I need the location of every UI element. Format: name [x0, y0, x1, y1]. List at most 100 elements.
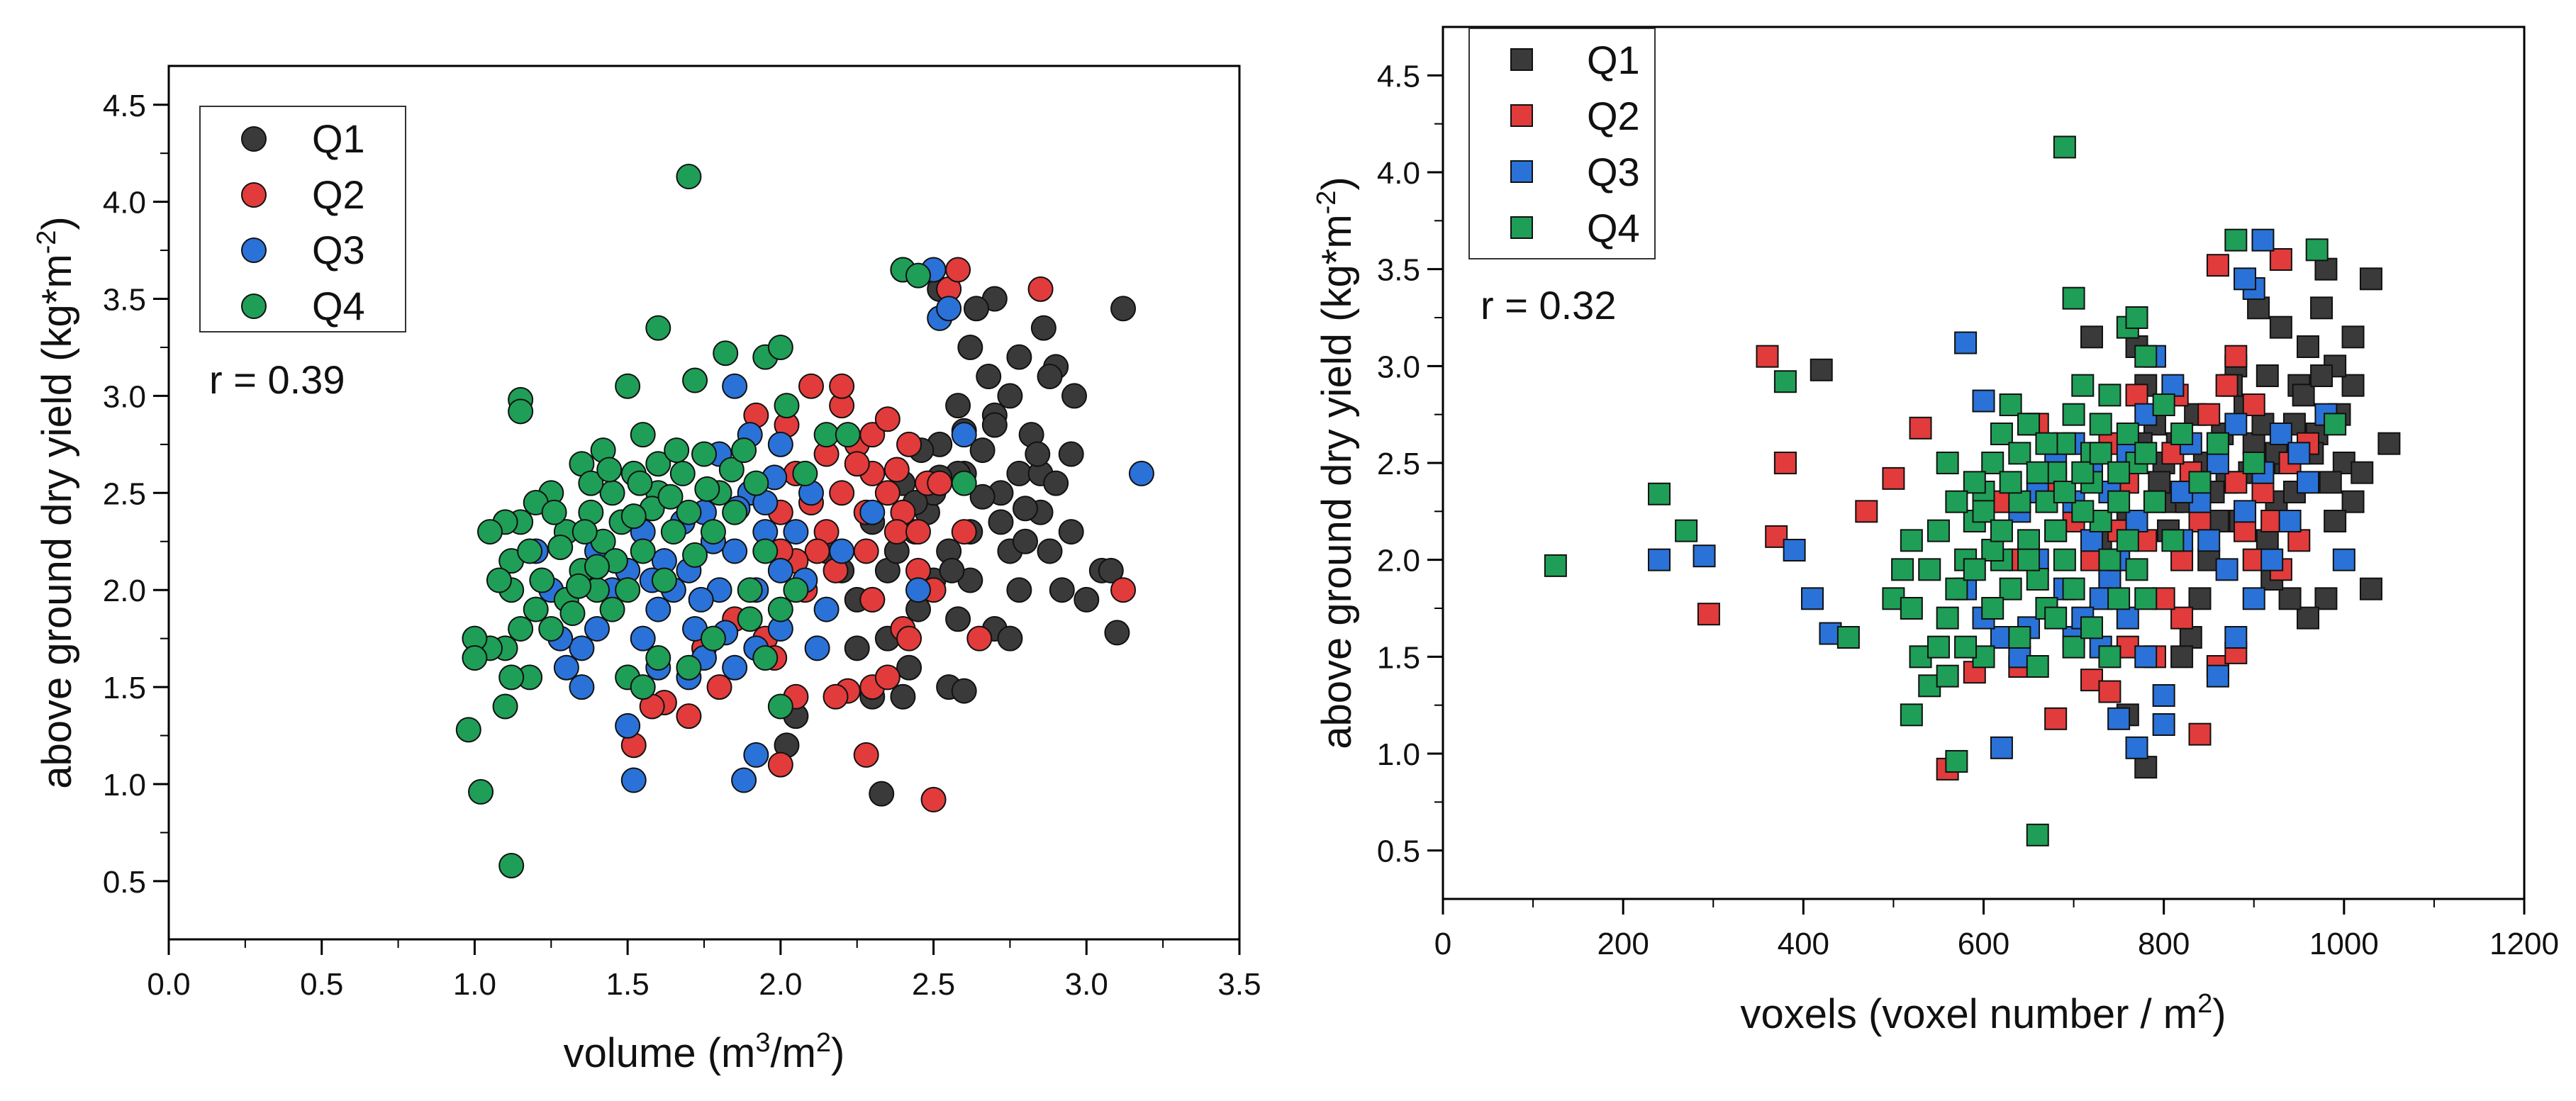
point-q4	[596, 457, 623, 483]
legend-marker-q2	[1510, 104, 1533, 127]
point-q4	[2026, 461, 2049, 484]
y-tick-label: 3.5	[1377, 253, 1420, 288]
point-q1	[890, 683, 916, 710]
data-points	[1544, 135, 2401, 846]
point-q1	[981, 412, 1008, 438]
point-q4	[2116, 529, 2139, 552]
point-q4	[1927, 519, 1950, 542]
point-q1	[1110, 296, 1137, 322]
point-q1	[1049, 577, 1075, 603]
legend-label-q4: Q4	[312, 284, 365, 328]
point-q4	[1936, 452, 1959, 474]
point-q4	[752, 645, 779, 671]
point-q4	[657, 484, 684, 510]
y-tick-label: 4.5	[1377, 59, 1420, 94]
point-q2	[2224, 471, 2248, 494]
point-q3	[569, 674, 595, 700]
point-q4	[645, 315, 671, 341]
point-q4	[2098, 548, 2121, 571]
point-q4	[722, 499, 748, 525]
point-q2	[2044, 707, 2068, 730]
point-q3	[767, 431, 793, 457]
point-q3	[1972, 389, 1995, 413]
point-q3	[722, 654, 748, 681]
point-q4	[660, 519, 686, 545]
x-tick-label: 1200	[2489, 927, 2559, 961]
legend-marker-q2	[241, 182, 267, 208]
point-q4	[1981, 539, 2005, 561]
point-q1	[963, 296, 989, 322]
point-q1	[1037, 538, 1063, 564]
point-q3	[829, 538, 855, 564]
correlation-annotation: r = 0.32	[1481, 283, 1616, 328]
point-q2	[1756, 345, 1779, 368]
point-q4	[508, 398, 534, 425]
point-q4	[2080, 616, 2103, 639]
point-q1	[1074, 586, 1100, 613]
point-q4	[2053, 481, 2076, 503]
point-q1	[1058, 519, 1084, 545]
point-q4	[477, 519, 503, 545]
point-q1	[1104, 620, 1130, 646]
point-q1	[945, 393, 971, 419]
point-q2	[2287, 529, 2311, 552]
point-q2	[829, 373, 855, 399]
point-q1	[2297, 606, 2319, 630]
x-tick-label: 0	[1434, 927, 1451, 961]
point-q1	[997, 625, 1023, 652]
point-q4	[676, 164, 702, 190]
point-q4	[676, 499, 702, 525]
point-q1	[1013, 528, 1038, 554]
point-q4	[2305, 238, 2329, 262]
point-q1	[2188, 587, 2212, 610]
point-q3	[722, 373, 748, 399]
point-q2	[844, 451, 870, 477]
point-q2	[829, 480, 855, 506]
point-q3	[569, 635, 595, 661]
point-q3	[2134, 645, 2158, 669]
point-q1	[2242, 432, 2265, 455]
point-q4	[792, 460, 818, 486]
point-q3	[2234, 267, 2257, 291]
point-q4	[2224, 228, 2248, 252]
point-q2	[1027, 276, 1054, 302]
point-q4	[1999, 577, 2022, 600]
point-q3	[1783, 539, 1806, 561]
point-q4	[559, 600, 586, 627]
point-q3	[722, 538, 748, 564]
point-q4	[630, 538, 656, 564]
point-q2	[2188, 510, 2212, 532]
point-q2	[1909, 416, 1932, 440]
point-q4	[2125, 306, 2148, 329]
point-q4	[599, 480, 625, 506]
point-q2	[2098, 680, 2121, 703]
point-q4	[2152, 393, 2175, 416]
point-q4	[676, 654, 702, 681]
point-q1	[997, 383, 1023, 409]
point-q4	[951, 470, 977, 496]
y-tick-label: 2.0	[1377, 544, 1420, 579]
point-q4	[2008, 490, 2031, 513]
point-q4	[2044, 519, 2068, 542]
point-q4	[1963, 558, 1986, 581]
point-q4	[2324, 413, 2347, 436]
point-q4	[2035, 432, 2058, 455]
point-q1	[2377, 432, 2401, 455]
point-q4	[783, 577, 809, 603]
point-q2	[920, 786, 947, 812]
point-q1	[2359, 267, 2382, 291]
point-q3	[1128, 460, 1154, 486]
legend-box	[199, 106, 406, 332]
point-q4	[2071, 500, 2095, 523]
point-q3	[2251, 228, 2275, 252]
point-q2	[1882, 466, 1905, 490]
point-q4	[1981, 452, 2005, 474]
point-q4	[1900, 597, 1923, 620]
point-q4	[2008, 442, 2031, 465]
point-q4	[682, 367, 708, 393]
point-q4	[2098, 384, 2121, 407]
point-q4	[1544, 554, 1567, 577]
point-q4	[2125, 558, 2148, 581]
point-q3	[2332, 548, 2355, 571]
point-q3	[620, 767, 647, 793]
